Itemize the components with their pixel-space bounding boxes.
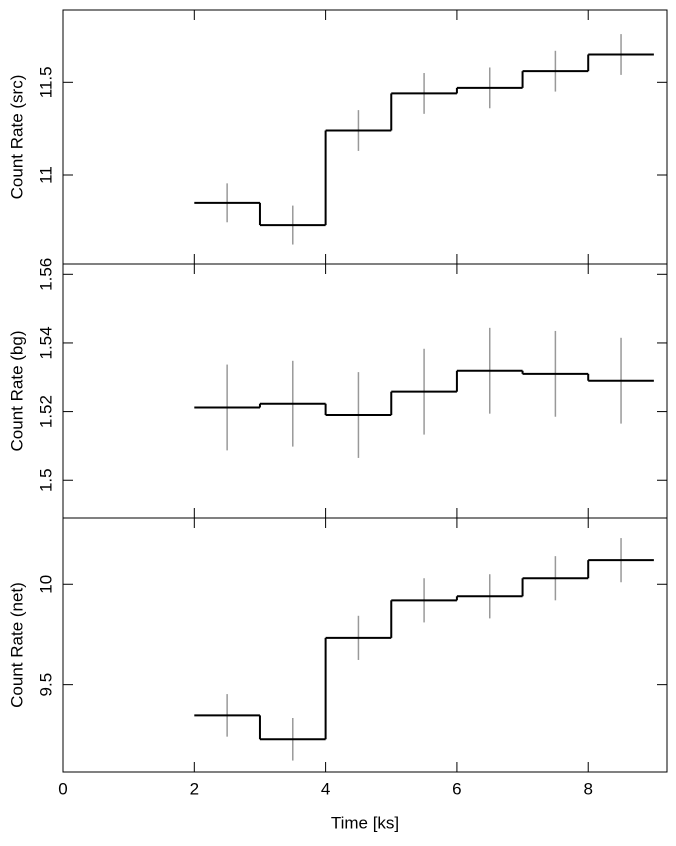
y-axis-label: Count Rate (net) — [7, 582, 26, 708]
y-tick-label: 9.5 — [36, 673, 55, 697]
y-tick-label: 1.54 — [36, 326, 55, 359]
y-tick-label: 1.52 — [36, 395, 55, 428]
x-tick-label: 6 — [452, 779, 461, 798]
x-tick-label: 4 — [321, 779, 330, 798]
x-tick-label: 2 — [190, 779, 199, 798]
plot-frame — [62, 517, 668, 773]
plot-frame — [62, 263, 668, 519]
plot-frame — [62, 9, 668, 265]
y-tick-label: 11 — [36, 166, 55, 184]
y-axis-label: Count Rate (bg) — [7, 331, 26, 452]
y-tick-label: 11.5 — [36, 66, 55, 98]
x-tick-label: 0 — [58, 779, 67, 798]
y-axis-label: Count Rate (src) — [7, 75, 26, 200]
x-axis-label: Time [ks] — [331, 813, 399, 832]
y-tick-label: 1.5 — [36, 468, 55, 492]
y-tick-label: 1.56 — [36, 258, 55, 291]
x-tick-label: 8 — [583, 779, 592, 798]
y-tick-label: 10 — [36, 575, 55, 594]
